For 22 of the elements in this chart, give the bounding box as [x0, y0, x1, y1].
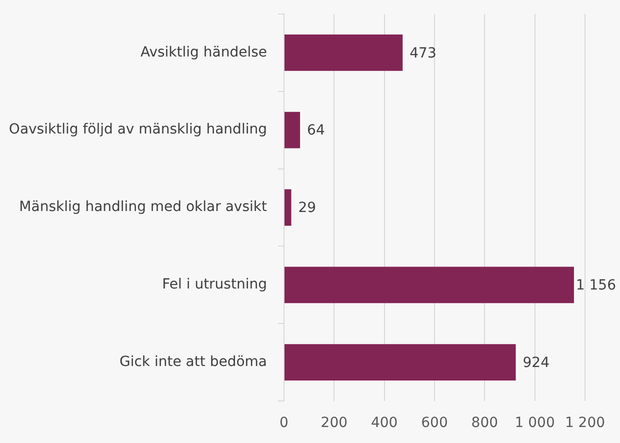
bar — [284, 112, 300, 148]
y-tick-label: Oavsiktlig följd av mänsklig handling — [8, 122, 267, 138]
y-tick-label: Avsiktlig händelse — [140, 44, 267, 60]
data-label: 29 — [298, 200, 316, 216]
y-tick-label: Fel i utrustning — [162, 276, 267, 293]
bar — [284, 34, 403, 71]
y-tick-label: Mänsklig handling med oklar avsikt — [19, 199, 268, 216]
x-tick-label: 800 — [471, 415, 498, 432]
data-label: 924 — [522, 354, 550, 371]
data-label: 1 156 — [576, 278, 616, 294]
data-label: 473 — [410, 45, 436, 62]
x-tick-label: 400 — [370, 415, 398, 432]
bar — [284, 344, 516, 380]
x-tick-label: 1 000 — [514, 415, 555, 432]
data-label: 64 — [307, 122, 325, 139]
y-tick-label: Gick inte att bedöma — [120, 354, 267, 370]
bar — [284, 266, 574, 304]
x-tick-label: 0 — [280, 415, 288, 432]
bar — [284, 189, 292, 226]
x-tick-label: 200 — [320, 415, 348, 432]
x-tick-label: 1 200 — [564, 415, 606, 432]
x-tick-label: 600 — [421, 415, 448, 432]
